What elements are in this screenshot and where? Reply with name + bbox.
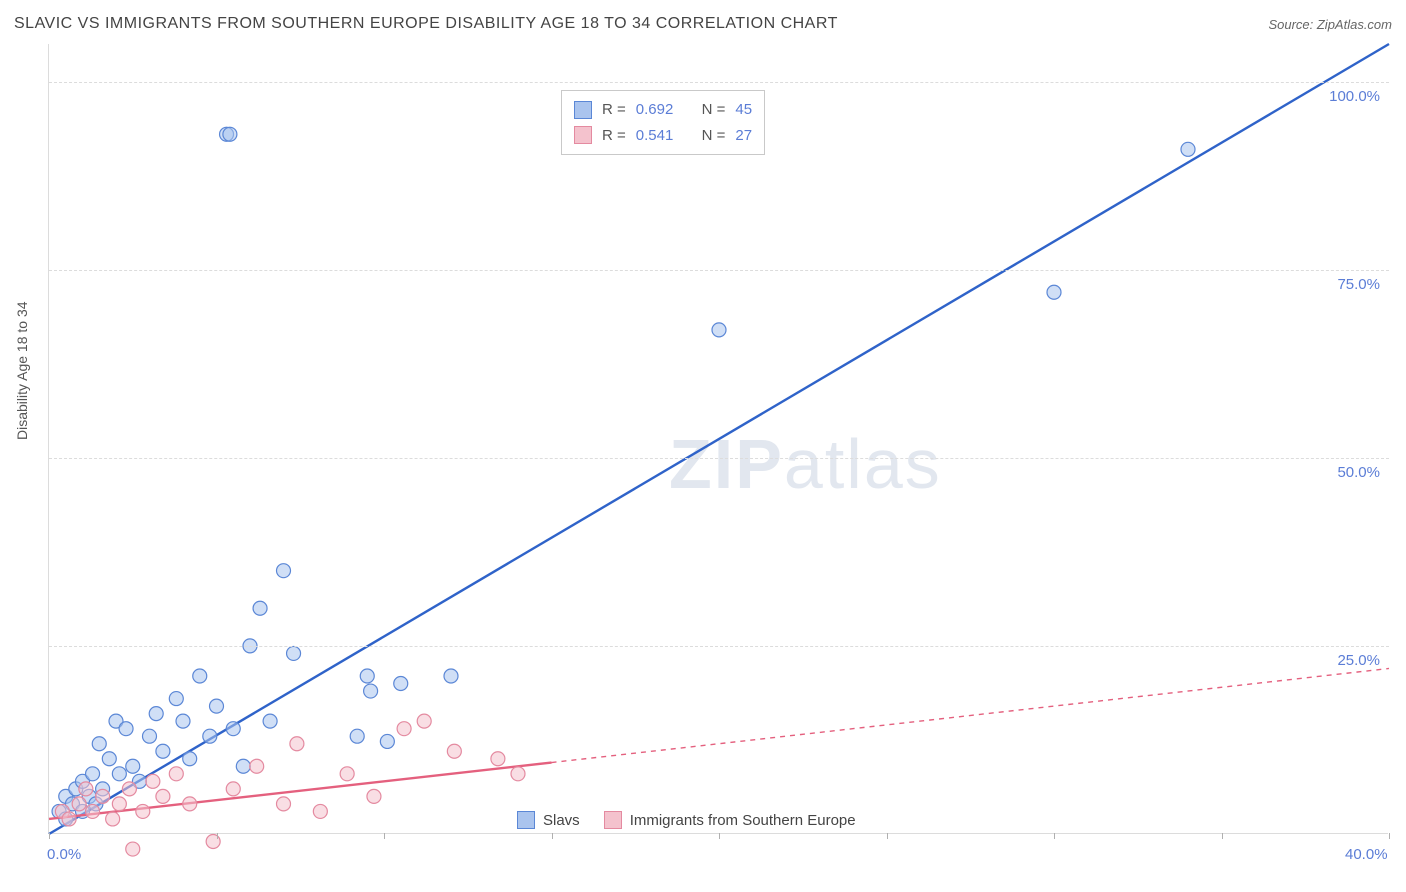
x-tick [552, 833, 553, 839]
series-legend: Slavs Immigrants from Southern Europe [509, 807, 864, 833]
legend-swatch-icon [574, 101, 592, 119]
header: SLAVIC VS IMMIGRANTS FROM SOUTHERN EUROP… [14, 10, 1392, 38]
stats-row: R =0.692 N =45 [574, 97, 752, 123]
y-tick-label: 100.0% [1329, 88, 1380, 105]
y-axis-label: Disability Age 18 to 34 [14, 301, 30, 440]
gridline [49, 82, 1389, 83]
stats-row: R =0.541 N =27 [574, 123, 752, 149]
legend-item: Slavs [517, 811, 580, 829]
chart-area: ZIPatlas R =0.692 N =45R =0.541 N =27 Sl… [48, 44, 1388, 834]
x-tick [217, 833, 218, 839]
legend-label: Slavs [543, 812, 580, 829]
source-attribution: Source: ZipAtlas.com [1268, 17, 1392, 32]
legend-swatch-icon [517, 811, 535, 829]
legend-swatch-icon [604, 811, 622, 829]
x-tick-label: 40.0% [1345, 846, 1388, 863]
legend-item: Immigrants from Southern Europe [604, 811, 856, 829]
x-tick [1389, 833, 1390, 839]
legend-swatch-icon [574, 126, 592, 144]
x-tick-label: 0.0% [47, 846, 81, 863]
x-tick [384, 833, 385, 839]
chart-title: SLAVIC VS IMMIGRANTS FROM SOUTHERN EUROP… [14, 15, 838, 33]
x-tick [887, 833, 888, 839]
legend-label: Immigrants from Southern Europe [630, 812, 856, 829]
y-tick-label: 75.0% [1337, 276, 1380, 293]
x-tick [719, 833, 720, 839]
gridline [49, 458, 1389, 459]
gridline [49, 270, 1389, 271]
x-tick [1054, 833, 1055, 839]
x-tick [1222, 833, 1223, 839]
gridline [49, 646, 1389, 647]
correlation-stats-box: R =0.692 N =45R =0.541 N =27 [561, 90, 765, 155]
plot-svg [49, 44, 1388, 833]
x-tick [49, 833, 50, 839]
y-tick-label: 50.0% [1337, 464, 1380, 481]
y-tick-label: 25.0% [1337, 652, 1380, 669]
